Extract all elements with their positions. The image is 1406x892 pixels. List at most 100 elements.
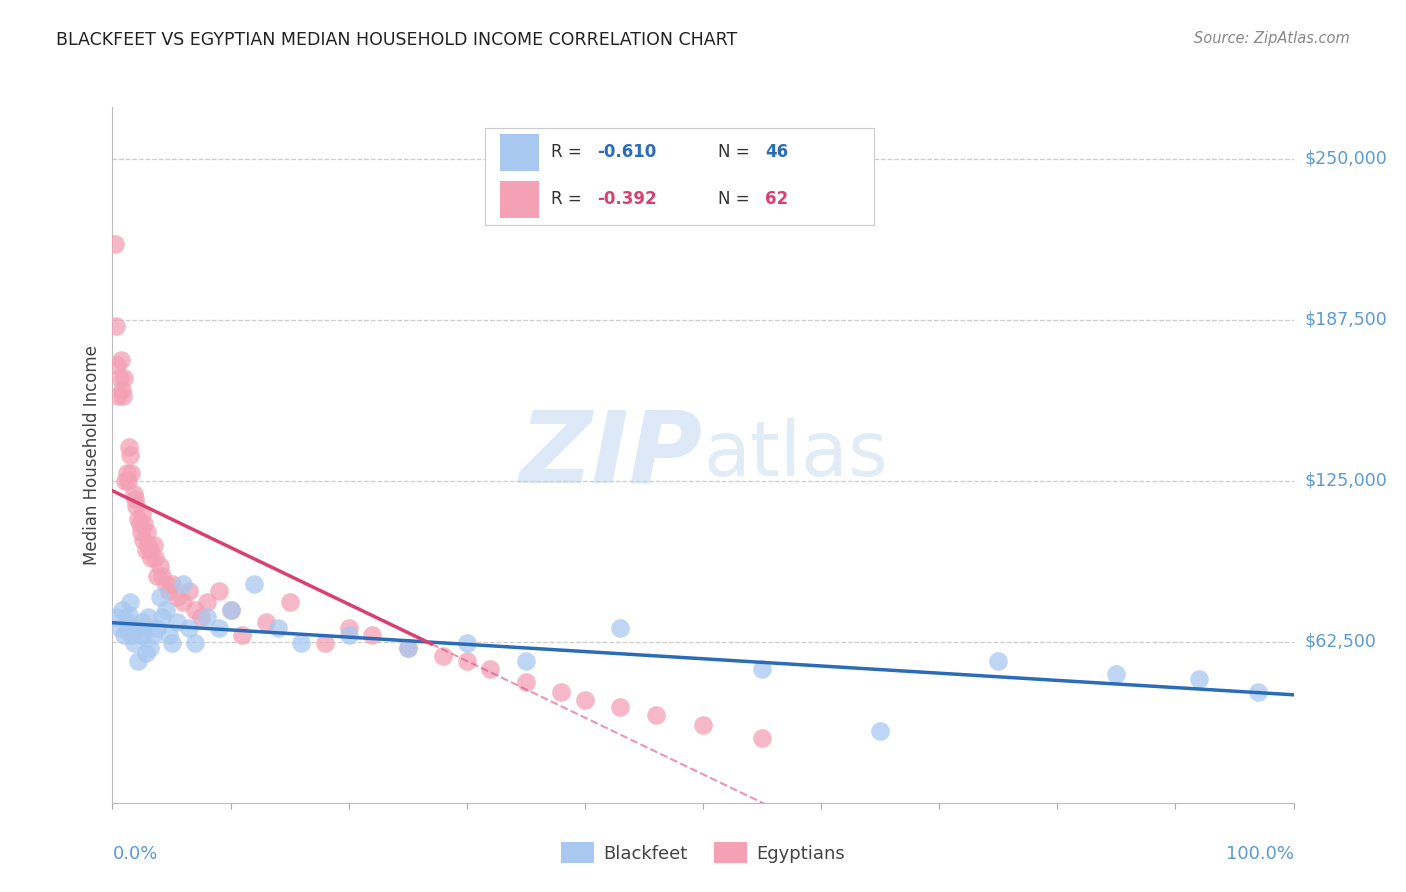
Point <box>120 628 142 642</box>
Point <box>432 648 454 663</box>
Point <box>146 569 169 583</box>
Point <box>231 628 253 642</box>
Point <box>120 595 142 609</box>
Point <box>131 615 153 630</box>
Point <box>122 486 145 500</box>
Point <box>127 512 149 526</box>
Point <box>108 621 131 635</box>
Point <box>105 358 128 372</box>
Text: R =: R = <box>551 144 582 161</box>
Point <box>143 551 166 566</box>
Text: R =: R = <box>551 190 582 208</box>
Point <box>110 352 132 367</box>
Point <box>243 576 266 591</box>
Point <box>166 590 188 604</box>
Point <box>128 517 150 532</box>
Point <box>1188 672 1211 686</box>
Point <box>139 543 162 558</box>
Y-axis label: Median Household Income: Median Household Income <box>83 345 101 565</box>
Point <box>132 533 155 547</box>
Point <box>132 628 155 642</box>
Legend: Blackfeet, Egyptians: Blackfeet, Egyptians <box>554 835 852 871</box>
Point <box>456 636 478 650</box>
Point <box>149 558 172 573</box>
Point <box>112 628 135 642</box>
Point <box>118 440 141 454</box>
Point <box>179 584 201 599</box>
Point <box>290 636 312 650</box>
Point <box>195 595 218 609</box>
Point <box>361 628 384 642</box>
Text: atlas: atlas <box>703 418 887 491</box>
Point <box>278 595 301 609</box>
Text: 100.0%: 100.0% <box>1226 845 1294 863</box>
Point <box>117 621 139 635</box>
Point <box>136 610 159 624</box>
Point <box>314 636 336 650</box>
Point <box>208 584 231 599</box>
FancyBboxPatch shape <box>501 180 538 218</box>
Text: $250,000: $250,000 <box>1305 150 1388 168</box>
Point <box>127 654 149 668</box>
Point <box>135 543 157 558</box>
Point <box>869 723 891 738</box>
Point <box>105 610 128 624</box>
Point <box>111 384 134 398</box>
Point <box>184 636 207 650</box>
Point <box>122 636 145 650</box>
Text: N =: N = <box>718 190 749 208</box>
Point <box>166 615 188 630</box>
Point <box>120 466 142 480</box>
Point <box>515 654 537 668</box>
Point <box>160 636 183 650</box>
Text: 0.0%: 0.0% <box>112 845 157 863</box>
Point <box>107 389 129 403</box>
Point <box>135 646 157 660</box>
Point <box>129 628 152 642</box>
Text: ZIP: ZIP <box>520 407 703 503</box>
Text: 46: 46 <box>765 144 789 161</box>
Text: $62,500: $62,500 <box>1305 632 1376 651</box>
Point <box>609 621 631 635</box>
Text: 62: 62 <box>765 190 789 208</box>
Point <box>115 466 138 480</box>
Point <box>396 641 419 656</box>
Point <box>337 628 360 642</box>
Point <box>117 474 139 488</box>
Point <box>219 602 242 616</box>
Point <box>751 662 773 676</box>
Point <box>157 584 180 599</box>
Point <box>184 602 207 616</box>
Point <box>396 641 419 656</box>
Point <box>157 628 180 642</box>
Point <box>149 590 172 604</box>
Point <box>118 607 141 622</box>
Point <box>112 389 135 403</box>
Point <box>155 602 177 616</box>
Point <box>135 525 157 540</box>
Point <box>120 448 142 462</box>
Point <box>136 538 159 552</box>
Point <box>115 615 138 630</box>
Point <box>574 692 596 706</box>
Point <box>692 718 714 732</box>
Point <box>142 628 165 642</box>
Point <box>515 674 537 689</box>
Point <box>150 569 173 583</box>
Point <box>456 654 478 668</box>
Text: Source: ZipAtlas.com: Source: ZipAtlas.com <box>1194 31 1350 46</box>
Point <box>125 621 148 635</box>
Point <box>131 507 153 521</box>
Point <box>108 370 131 384</box>
Point <box>987 654 1010 668</box>
Point <box>219 602 242 616</box>
Point <box>644 708 666 723</box>
Text: $187,500: $187,500 <box>1305 310 1388 328</box>
Point <box>160 576 183 591</box>
Point <box>172 576 194 591</box>
Text: BLACKFEET VS EGYPTIAN MEDIAN HOUSEHOLD INCOME CORRELATION CHART: BLACKFEET VS EGYPTIAN MEDIAN HOUSEHOLD I… <box>56 31 738 49</box>
Point <box>179 621 201 635</box>
Point <box>150 610 173 624</box>
Text: -0.610: -0.610 <box>598 144 657 161</box>
Point <box>254 615 277 630</box>
